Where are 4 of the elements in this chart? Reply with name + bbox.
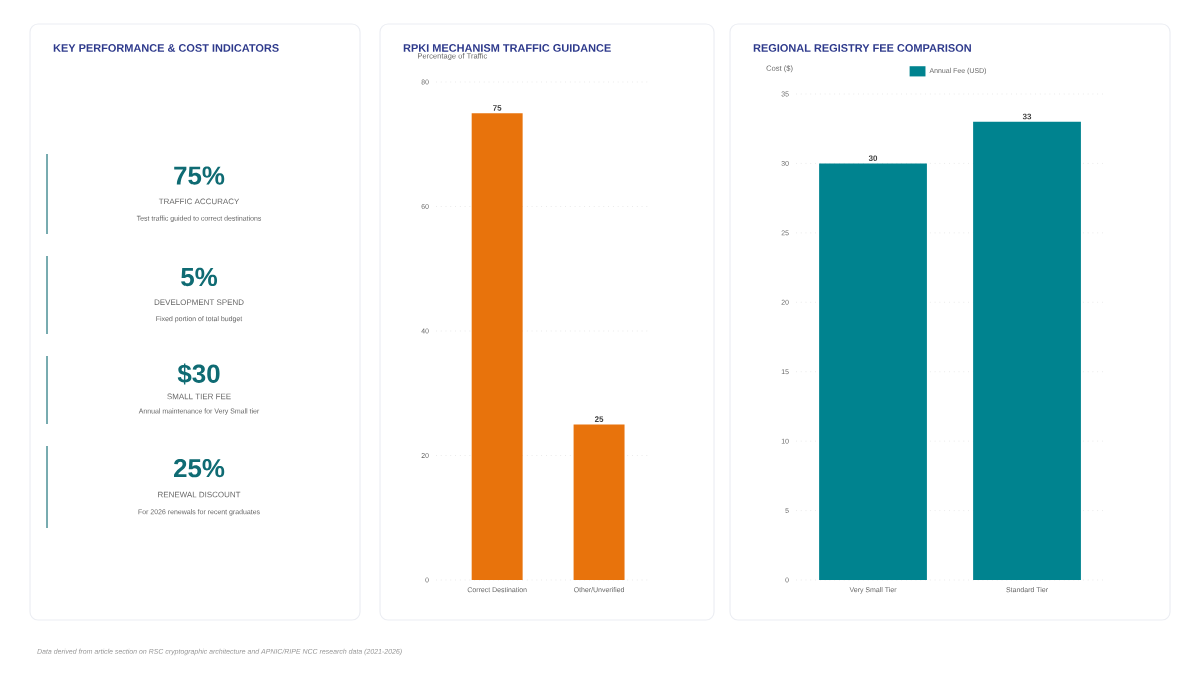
- text: 5%: [181, 267, 218, 287]
- text: $30: [177, 363, 220, 385]
- text: 75%: [174, 166, 225, 185]
- text: 25%: [173, 459, 225, 478]
